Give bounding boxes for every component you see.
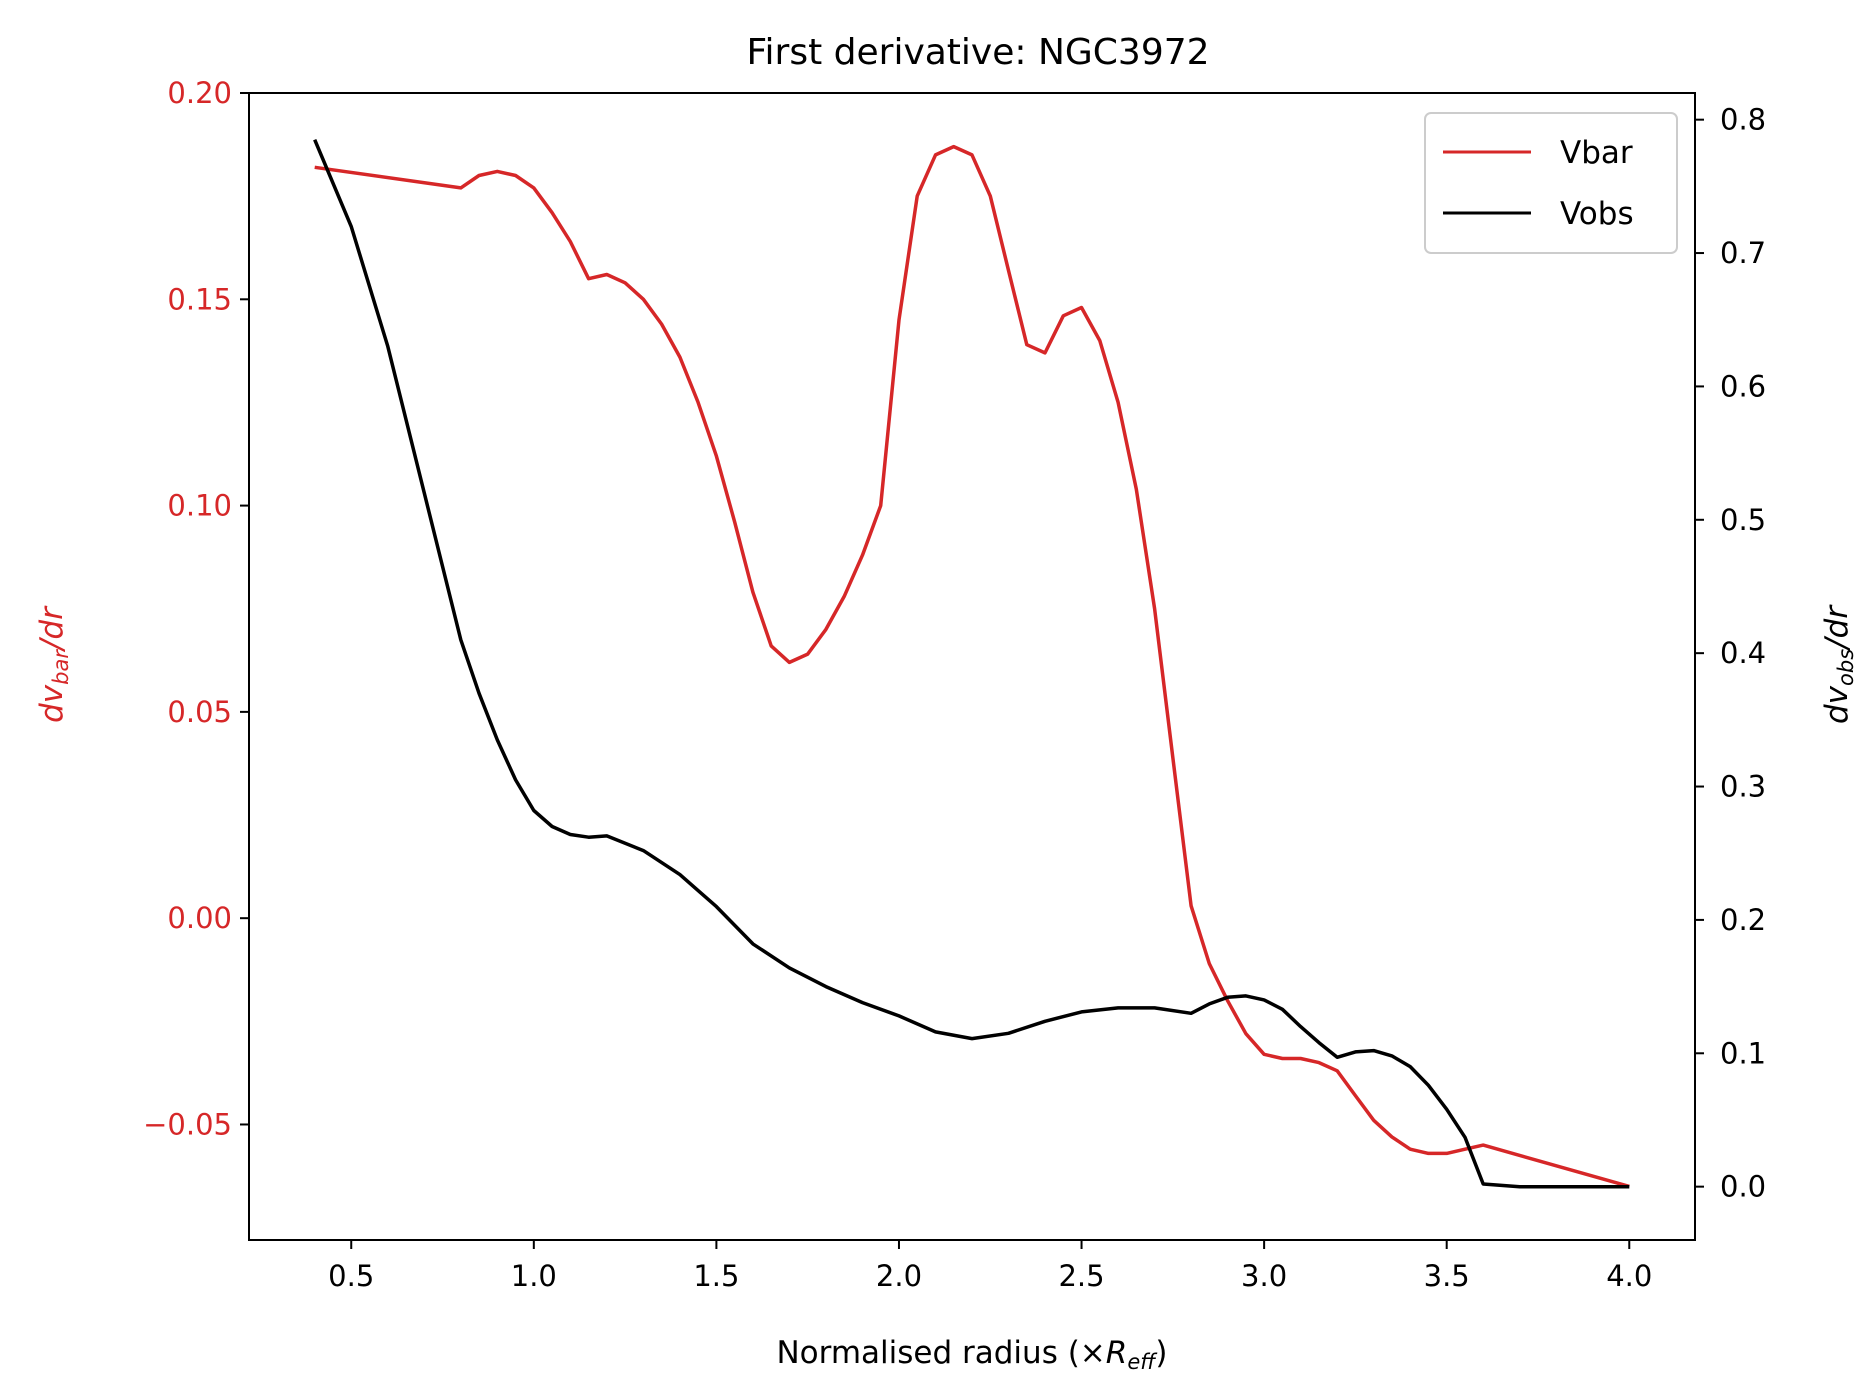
right-y-tick-label: 0.3	[1720, 770, 1766, 804]
x-axis-label-main: Normalised radius (×	[776, 1335, 1105, 1371]
right-axis-label-sub: obs	[1834, 649, 1858, 686]
x-axis-ticks: 0.5 1.0 1.5 2.0 2.5 3.0 3.5 4.0	[328, 1240, 1652, 1293]
legend-label-vobs: Vobs	[1560, 196, 1634, 232]
right-y-tick-label: 0.5	[1720, 503, 1766, 537]
legend-label-vbar: Vbar	[1560, 135, 1633, 171]
left-y-tick-label: 0.05	[167, 695, 232, 729]
right-y-tick-label: 0.7	[1720, 236, 1766, 270]
right-y-tick-label: 0.1	[1720, 1036, 1766, 1070]
right-axis-label: dvobs/dr	[1819, 604, 1858, 724]
x-tick-label: 0.5	[328, 1259, 374, 1293]
legend: Vbar Vobs	[1424, 112, 1678, 254]
x-tick-label: 4.0	[1606, 1259, 1652, 1293]
x-tick-label: 3.0	[1241, 1259, 1287, 1293]
x-tick-label: 1.0	[511, 1259, 557, 1293]
chart-title: First derivative: NGC3972	[746, 32, 1209, 73]
left-y-tick-label: 0.15	[167, 282, 232, 316]
series-line-vbar	[314, 144, 1630, 1189]
x-tick-label: 2.5	[1058, 1259, 1104, 1293]
left-axis-label: dvbar/dr	[34, 605, 73, 723]
plot-frame	[248, 92, 1696, 1241]
right-y-tick-label: 0.0	[1720, 1170, 1766, 1204]
left-axis-label-var: dv	[34, 684, 70, 723]
left-y-tick-label: 0.20	[167, 76, 232, 110]
left-axis-label-rest: /dr	[34, 605, 70, 653]
left-axis-ticks: −0.05 0.00 0.05 0.10 0.15 0.20	[143, 76, 249, 1141]
x-axis-label: Normalised radius (×Reff)	[776, 1335, 1167, 1374]
right-axis-ticks: 0.0 0.1 0.2 0.3 0.4 0.5 0.6 0.7 0.8	[1695, 103, 1766, 1204]
series-line-vobs	[313, 139, 1630, 1189]
right-y-tick-label: 0.6	[1720, 369, 1766, 403]
x-axis-label-close: )	[1155, 1335, 1167, 1371]
x-tick-label: 3.5	[1424, 1259, 1470, 1293]
left-y-tick-label: 0.00	[167, 901, 232, 935]
x-tick-label: 2.0	[876, 1259, 922, 1293]
x-tick-label: 1.5	[693, 1259, 739, 1293]
x-axis-label-var: R	[1106, 1335, 1128, 1371]
right-y-tick-label: 0.2	[1720, 903, 1766, 937]
legend-box	[1424, 112, 1678, 254]
left-y-tick-label: 0.10	[167, 489, 232, 523]
right-y-tick-label: 0.8	[1720, 103, 1766, 137]
left-axis-label-sub: bar	[49, 649, 73, 685]
right-y-tick-label: 0.4	[1720, 636, 1766, 670]
right-axis-label-rest: /dr	[1819, 604, 1855, 652]
right-axis-label-var: dv	[1819, 685, 1855, 724]
left-y-tick-label: −0.05	[143, 1107, 232, 1141]
x-axis-label-sub: eff	[1127, 1350, 1158, 1374]
series-layer	[313, 139, 1630, 1189]
